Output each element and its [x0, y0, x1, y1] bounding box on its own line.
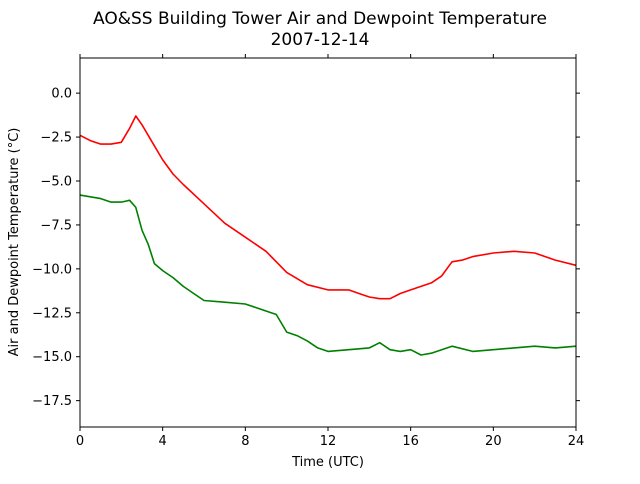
x-tick-label: 20 — [485, 434, 502, 449]
x-tick-label: 12 — [320, 434, 337, 449]
chart-subtitle: 2007-12-14 — [271, 30, 370, 50]
x-axis: 0 4 8 12 16 20 24 — [76, 54, 584, 449]
title-group: AO&SS Building Tower Air and Dewpoint Te… — [93, 9, 547, 50]
x-tick-label: 16 — [402, 434, 419, 449]
plot-frame — [79, 57, 577, 428]
x-tick-label: 4 — [159, 434, 167, 449]
y-tick-label: −15.0 — [32, 350, 72, 365]
series-layer — [79, 115, 577, 356]
x-tick-label: 24 — [568, 434, 585, 449]
y-tick-label: 0.0 — [51, 87, 72, 102]
y-tick-label: −17.5 — [32, 394, 72, 409]
x-tick-label: 8 — [241, 434, 249, 449]
y-tick-label: −10.0 — [32, 262, 72, 277]
x-axis-label: Time (UTC) — [291, 455, 364, 470]
chart-title: AO&SS Building Tower Air and Dewpoint Te… — [93, 9, 547, 29]
y-tick-label: −7.5 — [40, 218, 72, 233]
series-line-0 — [79, 115, 577, 300]
y-axis-label: Air and Dewpoint Temperature (°C) — [7, 128, 22, 357]
y-tick-label: −12.5 — [32, 306, 72, 321]
y-tick-label: −5.0 — [40, 175, 72, 190]
y-tick-label: −2.5 — [40, 131, 72, 146]
y-axis: 0.0 −2.5 −5.0 −7.5 −10.0 −12.5 −15.0 −17.5 — [32, 87, 580, 409]
x-tick-label: 0 — [76, 434, 84, 449]
series-line-1 — [79, 194, 577, 356]
